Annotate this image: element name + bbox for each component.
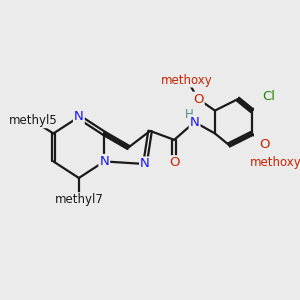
Text: N: N (74, 110, 84, 123)
Text: O: O (169, 156, 179, 169)
Text: O: O (259, 138, 270, 152)
Text: N: N (99, 155, 109, 168)
Text: methoxy: methoxy (161, 74, 213, 87)
Text: O: O (193, 93, 204, 106)
Text: Cl: Cl (262, 90, 275, 103)
Text: H: H (184, 108, 194, 122)
Text: methyl5: methyl5 (9, 114, 57, 127)
Text: methoxy: methoxy (250, 156, 300, 169)
Text: N: N (140, 158, 150, 170)
Text: N: N (190, 116, 200, 128)
Text: methyl7: methyl7 (54, 193, 103, 206)
